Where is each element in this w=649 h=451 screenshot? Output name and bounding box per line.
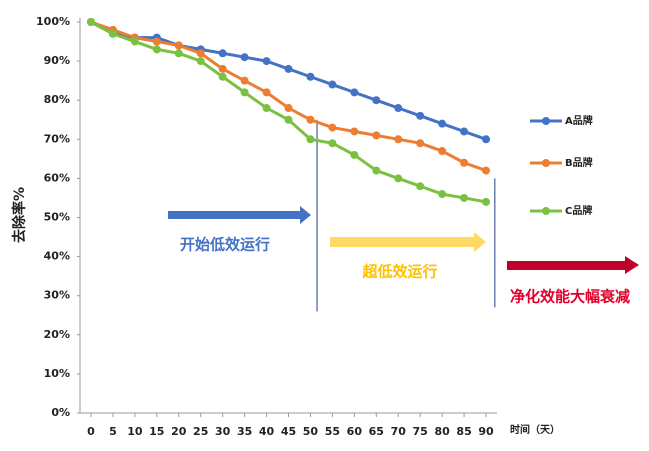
- data-point: [152, 45, 161, 54]
- data-point: [438, 190, 447, 199]
- arrow-blue-head: [300, 206, 311, 224]
- legend-marker: [542, 159, 550, 167]
- x-tick-label: 55: [325, 425, 340, 438]
- y-tick-label: 60%: [44, 171, 70, 184]
- data-point: [460, 193, 469, 202]
- data-point: [372, 166, 381, 175]
- x-tick-label: 50: [303, 425, 319, 438]
- data-point: [394, 104, 403, 113]
- data-point: [284, 104, 293, 113]
- x-tick-label: 85: [456, 425, 471, 438]
- x-tick-label: 35: [237, 425, 252, 438]
- x-tick-label: 30: [215, 425, 231, 438]
- arrow-red: [507, 261, 625, 270]
- data-point: [240, 53, 249, 62]
- data-point: [482, 166, 491, 175]
- arrow-blue: [168, 211, 300, 219]
- x-tick-label: 45: [281, 425, 296, 438]
- data-point: [328, 80, 337, 89]
- legend-marker: [542, 207, 550, 215]
- data-point: [306, 72, 315, 81]
- data-point: [416, 139, 425, 148]
- data-point: [350, 127, 359, 136]
- data-point: [372, 96, 381, 105]
- data-point: [372, 131, 381, 140]
- x-tick-label: 0: [87, 425, 95, 438]
- y-axis-label: 去除率%: [11, 187, 28, 243]
- x-tick-label: 25: [193, 425, 208, 438]
- data-point: [86, 18, 95, 26]
- arrow-yellow-head: [474, 232, 486, 252]
- y-tick-label: 50%: [44, 211, 70, 224]
- x-tick-label: 20: [171, 425, 187, 438]
- data-point: [284, 64, 293, 73]
- data-point: [218, 64, 227, 73]
- data-point: [350, 150, 359, 159]
- x-axis-label: 时间（天）: [510, 423, 560, 436]
- y-tick-label: 90%: [44, 54, 70, 67]
- x-tick-label: 75: [413, 425, 428, 438]
- annotation: 净化效能大幅衰减: [510, 288, 630, 306]
- arrow-yellow: [330, 237, 474, 247]
- x-tick-label: 15: [149, 425, 164, 438]
- y-tick-label: 10%: [44, 367, 70, 380]
- annotation: 开始低效运行: [180, 236, 270, 254]
- data-point: [482, 135, 491, 144]
- data-point: [130, 37, 139, 46]
- data-point: [482, 197, 491, 206]
- data-point: [438, 147, 447, 156]
- x-tick-label: 80: [434, 425, 450, 438]
- data-point: [218, 49, 227, 58]
- x-tick-label: 5: [109, 425, 117, 438]
- x-tick-label: 70: [391, 425, 407, 438]
- series-line: [90, 20, 487, 172]
- data-point: [108, 29, 117, 38]
- data-point: [262, 88, 271, 97]
- x-tick-label: 90: [478, 425, 494, 438]
- y-tick-label: 0%: [51, 406, 70, 419]
- data-point: [240, 88, 249, 97]
- y-tick-label: 80%: [44, 93, 70, 106]
- data-point: [416, 111, 425, 120]
- x-tick-label: 60: [347, 425, 363, 438]
- x-tick-label: 65: [369, 425, 384, 438]
- data-point: [306, 135, 315, 144]
- data-point: [218, 72, 227, 81]
- data-point: [174, 41, 183, 50]
- data-point: [306, 115, 315, 124]
- data-point: [174, 49, 183, 58]
- data-point: [262, 104, 271, 113]
- data-point: [196, 49, 205, 58]
- data-point: [460, 127, 469, 136]
- data-point: [262, 57, 271, 66]
- data-point: [152, 37, 161, 46]
- data-point: [394, 174, 403, 183]
- data-point: [394, 135, 403, 144]
- data-point: [460, 158, 469, 167]
- legend-label: A品牌: [565, 114, 593, 127]
- x-tick-label: 40: [259, 425, 275, 438]
- data-point: [350, 88, 359, 97]
- data-point: [416, 182, 425, 191]
- y-tick-label: 70%: [44, 132, 70, 145]
- data-point: [438, 119, 447, 128]
- arrow-red-head: [625, 256, 639, 274]
- data-point: [328, 139, 337, 148]
- data-point: [328, 123, 337, 132]
- data-point: [284, 115, 293, 124]
- x-tick-label: 10: [127, 425, 143, 438]
- y-tick-label: 40%: [44, 250, 70, 263]
- data-point: [240, 76, 249, 85]
- legend-label: B品牌: [565, 156, 593, 169]
- y-tick-label: 20%: [44, 328, 70, 341]
- legend-marker: [542, 117, 550, 125]
- annotation: 超低效运行: [361, 263, 437, 281]
- y-tick-label: 100%: [36, 15, 70, 28]
- data-point: [196, 57, 205, 66]
- legend-label: C品牌: [565, 204, 592, 217]
- annotation-arrows: [168, 206, 639, 274]
- y-tick-label: 30%: [44, 289, 70, 302]
